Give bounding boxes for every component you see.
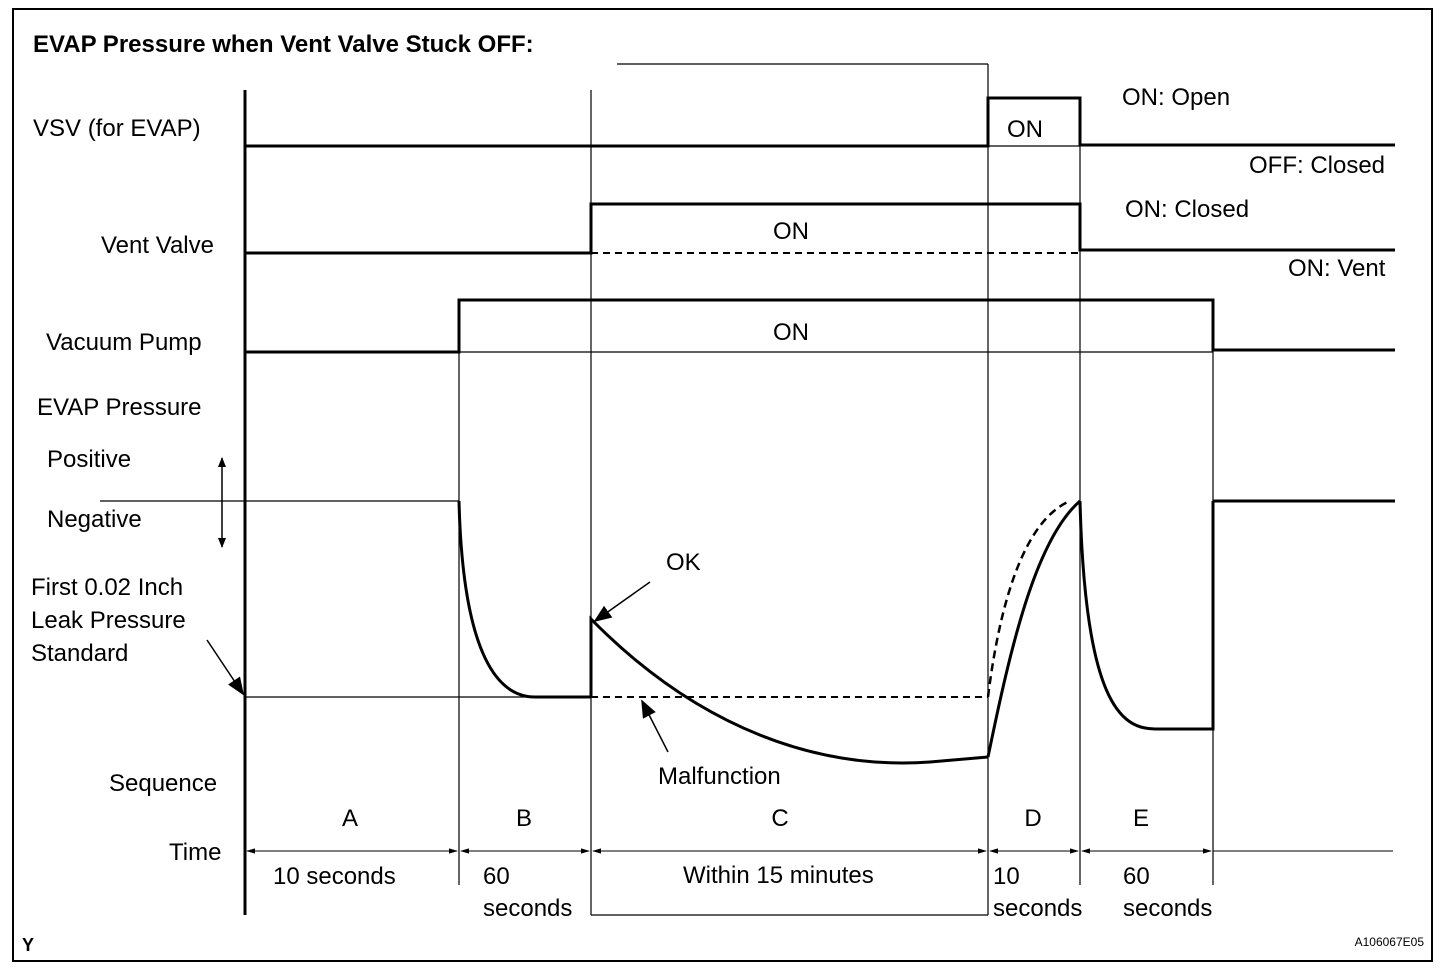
vent-valve-on-label: ON	[773, 218, 809, 245]
pressure-curve-d	[986, 499, 1081, 758]
time-b-line1: 60	[483, 863, 510, 890]
vacuum-pump-label: Vacuum Pump	[46, 329, 202, 356]
vacuum-pump-signal-line	[245, 298, 1395, 354]
pressure-curve-d-malfunction	[986, 499, 1071, 698]
vsv-off-state: OFF: Closed	[1249, 152, 1385, 179]
leak-standard-pointer	[206, 639, 244, 696]
time-e-line2: seconds	[1123, 895, 1212, 922]
leak-standard-label-2: Leak Pressure	[31, 607, 186, 634]
sequence-c: C	[771, 805, 788, 832]
vent-valve-on-state: ON: Closed	[1125, 196, 1249, 223]
pressure-curve-ok	[589, 615, 989, 765]
evap-pressure-label: EVAP Pressure	[37, 394, 202, 421]
phase-boundaries	[458, 64, 1214, 915]
vsv-label: VSV (for EVAP)	[33, 115, 201, 142]
sequence-b: B	[516, 805, 532, 832]
time-d-line1: 10	[993, 863, 1020, 890]
vsv-on-label: ON	[1007, 116, 1043, 143]
pressure-curve-e	[1078, 500, 1215, 731]
time-b-line2: seconds	[483, 895, 572, 922]
vent-valve-signal-line	[245, 202, 1395, 255]
time-e-line1: 60	[1123, 863, 1150, 890]
leak-standard-label-3: Standard	[31, 640, 128, 667]
time-a: 10 seconds	[273, 863, 396, 890]
vsv-signal-line	[245, 96, 1395, 148]
diagram-frame	[12, 8, 1433, 962]
time-label: Time	[169, 839, 221, 866]
sequence-e: E	[1133, 805, 1149, 832]
vsv-on-state: ON: Open	[1122, 84, 1230, 111]
diagram-title: EVAP Pressure when Vent Valve Stuck OFF:	[33, 31, 534, 58]
vent-valve-label: Vent Valve	[101, 232, 214, 259]
time-c: Within 15 minutes	[683, 862, 874, 889]
ok-label: OK	[666, 549, 701, 576]
sequence-d: D	[1024, 805, 1041, 832]
negative-label: Negative	[47, 506, 142, 533]
vent-valve-vent-state: ON: Vent	[1288, 255, 1386, 282]
vacuum-pump-on-label: ON	[773, 319, 809, 346]
sequence-label: Sequence	[109, 770, 217, 797]
malfunction-pointer	[641, 699, 669, 753]
corner-mark: Y	[22, 935, 34, 955]
leak-standard-label-1: First 0.02 Inch	[31, 574, 183, 601]
malfunction-label: Malfunction	[658, 763, 781, 790]
ok-pointer	[593, 581, 651, 623]
time-d-line2: seconds	[993, 895, 1082, 922]
sequence-a: A	[342, 805, 358, 832]
pressure-curve-b	[457, 500, 591, 699]
figure-id: A106067E05	[1355, 935, 1425, 949]
positive-label: Positive	[47, 446, 131, 473]
